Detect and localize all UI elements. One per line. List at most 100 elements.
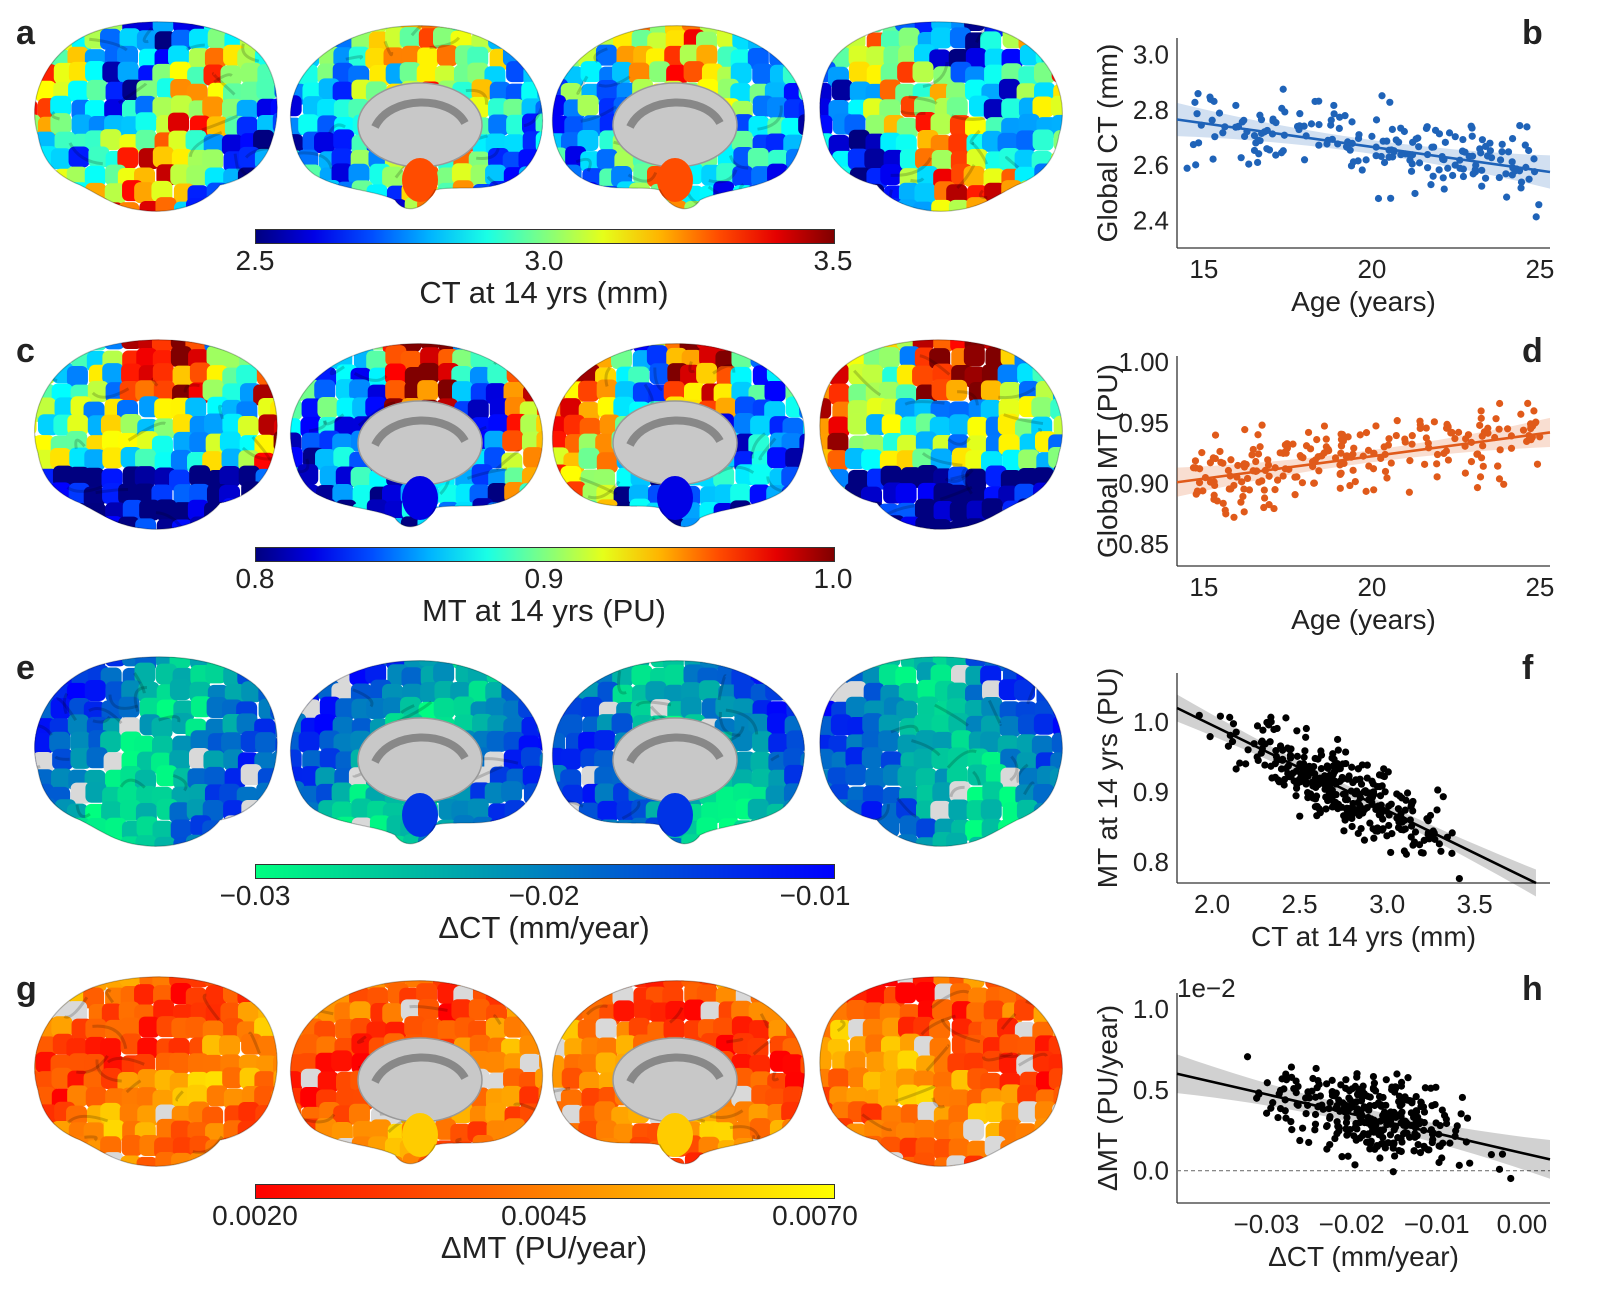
y-tick-label: 1.0 bbox=[1133, 994, 1169, 1024]
data-point bbox=[1263, 145, 1271, 153]
data-point bbox=[1310, 479, 1318, 487]
data-point bbox=[1301, 747, 1309, 755]
data-point bbox=[1269, 115, 1277, 123]
data-point bbox=[1265, 501, 1273, 509]
colorbar-dmt-tick-mid: 0.0045 bbox=[501, 1200, 587, 1231]
data-point bbox=[1410, 1147, 1418, 1155]
data-point bbox=[1322, 1080, 1331, 1088]
brain-row-ct: 2.5 3.0 3.5 CT at 14 yrs (mm) bbox=[0, 10, 1100, 320]
x-tick-label: 25 bbox=[1525, 254, 1554, 284]
panel-letter-d: d bbox=[1522, 332, 1543, 370]
y-tick-label: 1.00 bbox=[1118, 347, 1169, 377]
data-point bbox=[1366, 1102, 1374, 1110]
data-point bbox=[1380, 772, 1389, 781]
data-point bbox=[1379, 1126, 1388, 1134]
data-point bbox=[1250, 131, 1259, 140]
data-point bbox=[1442, 447, 1451, 455]
data-point bbox=[1336, 777, 1344, 786]
data-point bbox=[1267, 713, 1275, 721]
data-point bbox=[1366, 1145, 1374, 1153]
data-point bbox=[1302, 1110, 1310, 1118]
data-point bbox=[1508, 134, 1517, 143]
data-point bbox=[1260, 486, 1268, 494]
data-point bbox=[1388, 830, 1396, 838]
data-point bbox=[1293, 752, 1301, 760]
data-point bbox=[1193, 487, 1202, 495]
data-point bbox=[1385, 821, 1393, 830]
data-point bbox=[1428, 143, 1436, 151]
data-point bbox=[1422, 424, 1430, 432]
data-point bbox=[1401, 435, 1409, 443]
data-point bbox=[1378, 92, 1386, 100]
data-point bbox=[1211, 431, 1220, 439]
brain-map-medial-left bbox=[289, 343, 544, 528]
data-point bbox=[1381, 467, 1390, 476]
data-point bbox=[1365, 462, 1373, 470]
data-point bbox=[1400, 127, 1408, 136]
data-point bbox=[1461, 469, 1469, 477]
data-point bbox=[1292, 1088, 1300, 1097]
data-point bbox=[1346, 146, 1354, 154]
data-point bbox=[1348, 118, 1356, 126]
data-point bbox=[1414, 1141, 1422, 1149]
data-point bbox=[1523, 123, 1531, 131]
offset-label: 1e−2 bbox=[1177, 975, 1236, 1003]
data-point bbox=[1340, 459, 1348, 467]
data-point bbox=[1496, 446, 1504, 454]
data-point bbox=[1500, 480, 1508, 488]
data-point bbox=[1342, 1125, 1350, 1133]
data-point bbox=[1344, 1152, 1352, 1160]
data-point bbox=[1409, 797, 1417, 806]
data-point bbox=[1517, 410, 1525, 418]
regression-line bbox=[1176, 118, 1551, 174]
data-point bbox=[1393, 417, 1401, 425]
scatter-plot-d: 15 20 25 0.85 0.90 0.95 1.00 Age (years) Global … bbox=[1095, 347, 1554, 635]
data-point bbox=[1232, 728, 1240, 736]
data-point bbox=[1227, 485, 1235, 493]
brain-row-dct: −0.03 −0.02 −0.01 ΔCT (mm/year) bbox=[0, 645, 1100, 955]
brain-map-lateral-left bbox=[34, 339, 278, 530]
y-tick-label: 1.0 bbox=[1133, 707, 1169, 737]
data-point bbox=[1525, 175, 1533, 183]
data-point bbox=[1362, 156, 1370, 164]
data-point bbox=[1397, 1098, 1405, 1106]
data-point bbox=[1355, 131, 1363, 139]
data-point bbox=[1400, 847, 1408, 855]
data-point bbox=[1479, 462, 1487, 470]
data-point bbox=[1439, 174, 1447, 182]
data-point bbox=[1265, 472, 1273, 480]
brain-map-lateral-right bbox=[819, 21, 1063, 212]
data-point bbox=[1395, 818, 1403, 826]
data-point bbox=[1315, 141, 1323, 149]
data-point bbox=[1326, 1140, 1334, 1149]
data-point bbox=[1264, 456, 1272, 464]
data-point bbox=[1484, 424, 1492, 432]
data-point bbox=[1333, 1118, 1341, 1126]
data-point bbox=[1296, 812, 1304, 820]
data-point bbox=[1335, 1123, 1343, 1132]
data-point bbox=[1323, 1121, 1331, 1130]
data-point bbox=[1301, 1094, 1310, 1102]
colorbar-dct bbox=[255, 864, 835, 879]
data-point bbox=[1495, 475, 1504, 483]
x-tick-label: 15 bbox=[1189, 254, 1218, 284]
data-point bbox=[1308, 1087, 1316, 1095]
data-point bbox=[1217, 458, 1225, 467]
data-point bbox=[1362, 429, 1371, 437]
data-point bbox=[1232, 765, 1240, 773]
data-point bbox=[1402, 796, 1410, 804]
data-point bbox=[1336, 764, 1344, 773]
data-point bbox=[1342, 1076, 1350, 1084]
data-point bbox=[1397, 151, 1405, 159]
data-point bbox=[1295, 775, 1303, 784]
data-point bbox=[1517, 178, 1526, 186]
data-point bbox=[1376, 1154, 1384, 1162]
data-point bbox=[1356, 775, 1364, 783]
y-tick-label: 0.9 bbox=[1133, 777, 1169, 807]
data-point bbox=[1315, 467, 1323, 475]
data-point bbox=[1243, 1053, 1252, 1061]
data-point bbox=[1348, 814, 1356, 823]
data-point bbox=[1530, 407, 1538, 415]
data-point bbox=[1239, 492, 1247, 501]
data-point bbox=[1271, 486, 1279, 494]
